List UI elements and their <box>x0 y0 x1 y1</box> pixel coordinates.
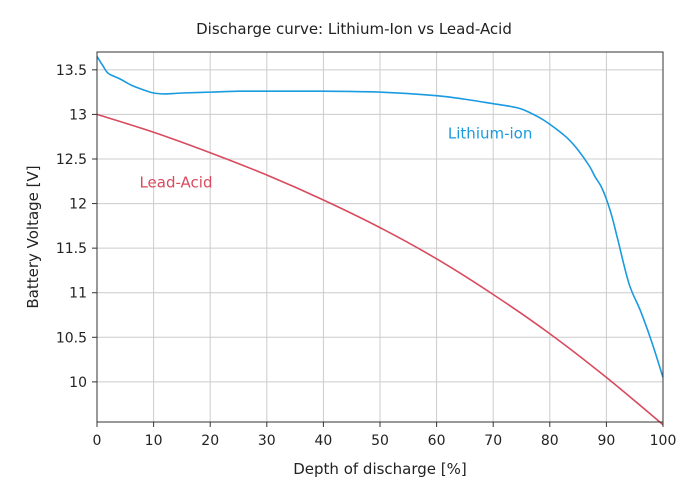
x-tick-label: 60 <box>428 433 446 449</box>
series-label-lead-acid: Lead-Acid <box>139 174 212 192</box>
chart-title: Discharge curve: Lithium-Ion vs Lead-Aci… <box>196 20 512 38</box>
x-tick-label: 70 <box>484 433 502 449</box>
y-axis: 10 10.5 11 11.5 12 12.5 13 13.5 <box>56 63 97 391</box>
plot-series <box>96 56 664 426</box>
x-tick-label: 40 <box>314 433 332 449</box>
x-tick-label: 80 <box>541 433 559 449</box>
y-tick-label: 11.5 <box>56 241 87 257</box>
x-tick-label: 90 <box>597 433 615 449</box>
series-labels: Lithium-ion Lead-Acid <box>139 124 532 191</box>
x-axis-label: Depth of discharge [%] <box>293 460 467 478</box>
x-tick-label: 30 <box>258 433 276 449</box>
x-tick-label: 10 <box>145 433 163 449</box>
x-tick-label: 100 <box>650 433 677 449</box>
y-tick-label: 11 <box>69 286 87 302</box>
y-tick-label: 13.5 <box>56 63 87 79</box>
x-tick-label: 20 <box>201 433 219 449</box>
series-label-lithium-ion: Lithium-ion <box>448 124 532 142</box>
y-tick-label: 12.5 <box>56 152 87 168</box>
y-tick-label: 10 <box>69 375 87 391</box>
series-line-lead-acid <box>96 113 664 426</box>
y-tick-label: 10.5 <box>56 330 87 346</box>
y-tick-label: 12 <box>69 197 87 213</box>
x-axis: 0 10 20 30 40 50 60 70 80 90 100 <box>93 422 677 449</box>
x-tick-label: 0 <box>93 433 102 449</box>
y-axis-label: Battery Voltage [V] <box>24 165 42 308</box>
y-tick-label: 13 <box>69 107 87 123</box>
x-tick-label: 50 <box>371 433 389 449</box>
grid <box>97 52 663 422</box>
series-line-lithium-ion <box>96 56 664 378</box>
